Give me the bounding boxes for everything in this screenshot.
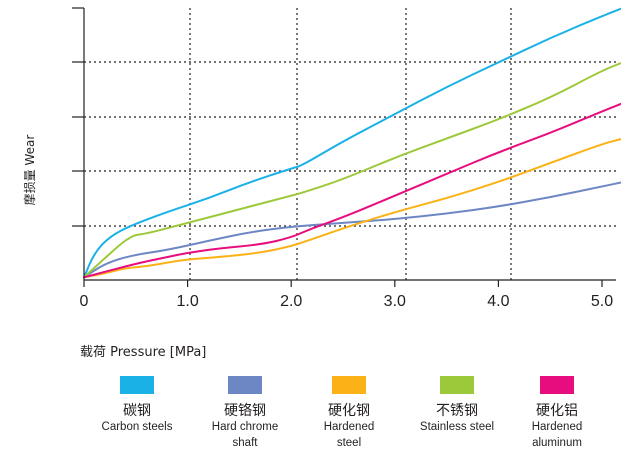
legend-label-cn: 硬铬钢 bbox=[224, 403, 266, 419]
series-line-hardened-steel bbox=[83, 138, 621, 279]
legend-swatch bbox=[440, 376, 474, 394]
y-axis-title: 摩损量 Wear bbox=[22, 135, 37, 206]
legend-label-en: Hardened steel bbox=[323, 421, 375, 449]
axes bbox=[72, 7, 616, 287]
series-line-carbon-steels bbox=[83, 7, 621, 279]
x-tick-label: 1.0 bbox=[176, 293, 198, 310]
legend-label-cn: 硬化钢 bbox=[328, 403, 370, 419]
x-tick-label: 3.0 bbox=[384, 293, 406, 310]
legend-swatch bbox=[120, 376, 154, 394]
series-line-stainless-steel bbox=[83, 62, 621, 279]
legend-label-cn: 碳钢 bbox=[123, 403, 151, 419]
legend-item-stainless-steel: 不锈钢 Stainless steel bbox=[402, 376, 512, 435]
legend-label-en: Hard chrome shaft bbox=[211, 421, 279, 449]
legend-label-cn: 硬化铝 bbox=[536, 403, 578, 419]
legend-item-carbon-steels: 碳钢 Carbon steels bbox=[82, 376, 192, 435]
x-axis-title: 载荷 Pressure [MPa] bbox=[80, 345, 207, 360]
series-lines bbox=[83, 7, 621, 279]
grid-lines bbox=[84, 8, 616, 280]
legend-label-en: Stainless steel bbox=[419, 421, 495, 433]
legend-swatch bbox=[540, 376, 574, 394]
x-tick-label: 2.0 bbox=[280, 293, 302, 310]
legend-item-hard-chrome-shaft: 硬铬钢 Hard chrome shaft bbox=[190, 376, 300, 451]
x-tick-labels: 0 1.0 2.0 3.0 4.0 5.0 bbox=[80, 293, 614, 310]
legend-item-hardened-steel: 硬化钢 Hardened steel bbox=[294, 376, 404, 451]
legend-swatch bbox=[332, 376, 366, 394]
series-line-hardened-aluminum bbox=[83, 102, 621, 279]
x-tick-label: 5.0 bbox=[591, 293, 613, 310]
x-tick-label: 4.0 bbox=[487, 293, 509, 310]
legend-item-hardened-aluminum: 硬化铝 Hardened aluminum bbox=[502, 376, 612, 451]
x-tick-label: 0 bbox=[80, 293, 89, 310]
series-line-hard-chrome-shaft bbox=[83, 181, 621, 279]
legend-label-en: Carbon steels bbox=[101, 421, 173, 433]
legend: 碳钢 Carbon steels 硬铬钢 Hard chrome shaft 硬… bbox=[82, 376, 612, 461]
legend-swatch bbox=[228, 376, 262, 394]
legend-label-en: Hardened aluminum bbox=[531, 421, 583, 449]
legend-label-cn: 不锈钢 bbox=[436, 403, 478, 419]
